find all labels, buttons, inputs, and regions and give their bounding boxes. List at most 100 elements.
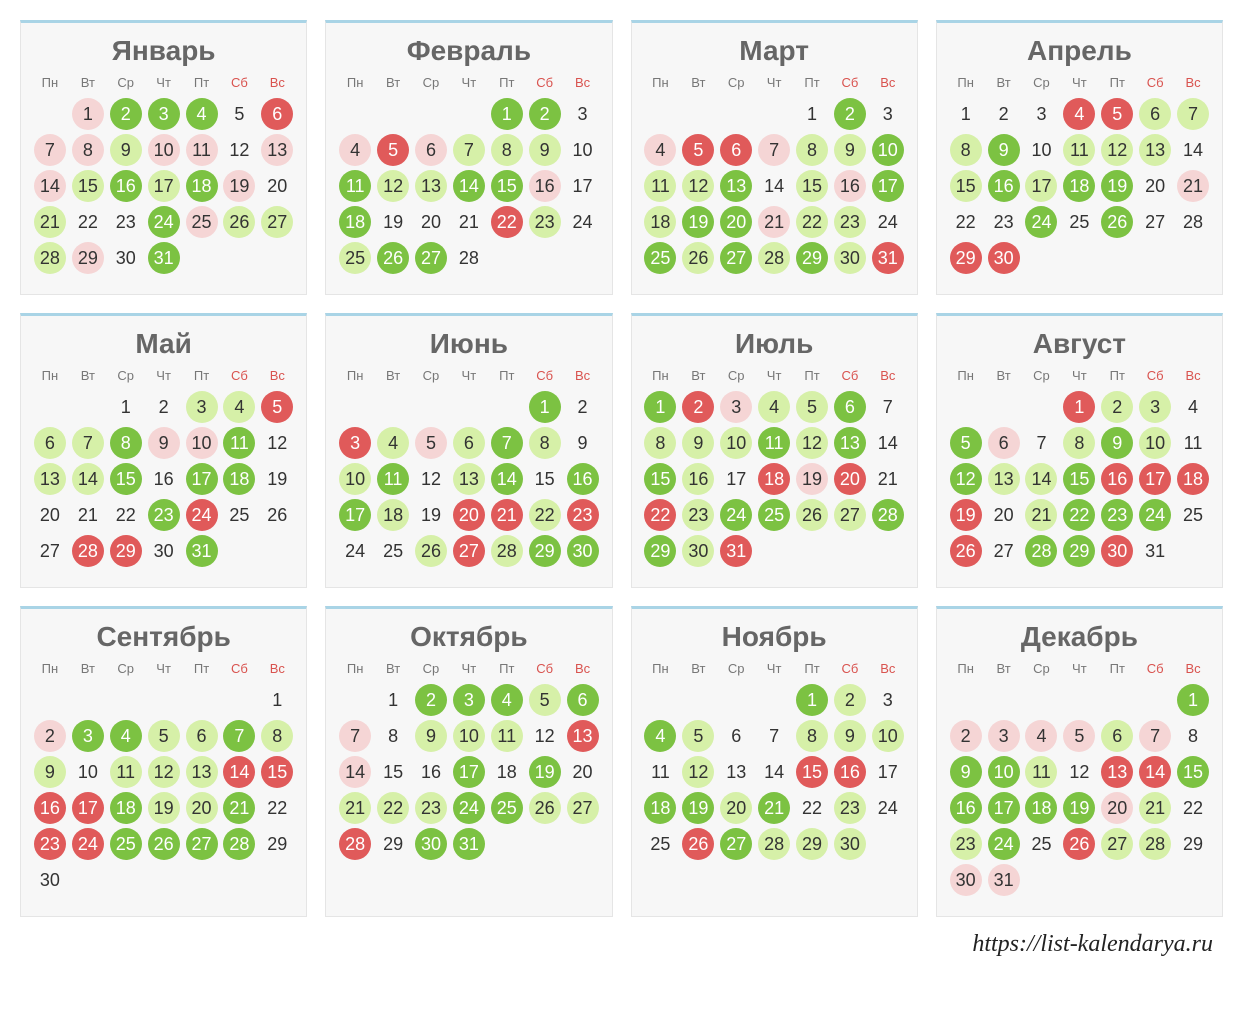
day-circle: 4: [1063, 98, 1095, 130]
day-circle: 7: [34, 134, 66, 166]
day-cell: 14: [869, 425, 907, 461]
day-cell: 15: [947, 168, 985, 204]
day-cell: 23: [831, 204, 869, 240]
day-cell: 3: [145, 96, 183, 132]
day-cell: 9: [679, 425, 717, 461]
day-cell: 2: [31, 718, 69, 754]
day-cell: [1023, 862, 1061, 898]
day-cell: 16: [1098, 461, 1136, 497]
day-cell: 1: [69, 96, 107, 132]
dow-label: Ср: [107, 366, 145, 389]
day-cell: 4: [1060, 96, 1098, 132]
day-circle: 31: [988, 864, 1020, 896]
day-circle: 24: [1025, 206, 1057, 238]
day-circle: 31: [453, 828, 485, 860]
day-cell: 29: [107, 533, 145, 569]
day-circle: 3: [186, 391, 218, 423]
dow-label: Вт: [679, 73, 717, 96]
dow-row: ПнВтСрЧтПтСбВс: [31, 366, 296, 389]
day-circle: 16: [950, 792, 982, 824]
day-cell: 15: [1174, 754, 1212, 790]
day-cell: 15: [642, 461, 680, 497]
week-row: 19202122232425: [947, 497, 1212, 533]
day-cell: 25: [1174, 497, 1212, 533]
day-cell: 18: [1060, 168, 1098, 204]
day-cell: 28: [488, 533, 526, 569]
week-row: 11121314151617: [642, 754, 907, 790]
day-circle: 14: [223, 756, 255, 788]
month-card: ИюньПнВтСрЧтПтСбВс1234567891011121314151…: [325, 313, 612, 588]
day-cell: 27: [183, 826, 221, 862]
day-circle: 3: [988, 720, 1020, 752]
day-circle: 8: [72, 134, 104, 166]
day-cell: 31: [1136, 533, 1174, 569]
dow-label: Пн: [642, 659, 680, 682]
day-cell: 3: [564, 96, 602, 132]
month-card: СентябрьПнВтСрЧтПтСбВс123456789101112131…: [20, 606, 307, 917]
dow-label: Чт: [1060, 73, 1098, 96]
dow-label: Вс: [1174, 659, 1212, 682]
day-cell: 23: [526, 204, 564, 240]
day-cell: 2: [526, 96, 564, 132]
dow-label: Пт: [488, 73, 526, 96]
day-cell: 27: [985, 533, 1023, 569]
day-cell: 31: [985, 862, 1023, 898]
day-cell: 9: [412, 718, 450, 754]
day-cell: 25: [107, 826, 145, 862]
week-row: 123456: [31, 96, 296, 132]
day-circle: 24: [453, 792, 485, 824]
day-circle: 6: [720, 134, 752, 166]
day-cell: 6: [258, 96, 296, 132]
dow-label: Пн: [947, 659, 985, 682]
day-circle: 26: [1063, 828, 1095, 860]
dow-label: Вт: [374, 366, 412, 389]
day-circle: 31: [872, 242, 904, 274]
dow-label: Пн: [642, 73, 680, 96]
day-circle: 5: [529, 684, 561, 716]
day-circle: 6: [1139, 98, 1171, 130]
day-cell: 23: [679, 497, 717, 533]
day-cell: [1136, 240, 1174, 276]
day-circle: 1: [644, 391, 676, 423]
day-cell: 21: [69, 497, 107, 533]
day-circle: 18: [644, 206, 676, 238]
day-circle: 26: [682, 828, 714, 860]
day-circle: 13: [567, 720, 599, 752]
day-circle: 7: [339, 720, 371, 752]
day-cell: 12: [526, 718, 564, 754]
week-row: 18192021222324: [642, 790, 907, 826]
day-circle: 10: [339, 463, 371, 495]
day-cell: 7: [1023, 425, 1061, 461]
week-row: 2345678: [947, 718, 1212, 754]
day-cell: [1023, 240, 1061, 276]
dow-label: Ср: [412, 659, 450, 682]
day-circle: 14: [1025, 463, 1057, 495]
day-cell: [1060, 682, 1098, 718]
dow-label: Вс: [1174, 366, 1212, 389]
day-circle: 29: [796, 242, 828, 274]
day-circle: 19: [950, 499, 982, 531]
day-circle: 24: [186, 499, 218, 531]
day-cell: 23: [947, 826, 985, 862]
month-card: ДекабрьПнВтСрЧтПтСбВс1234567891011121314…: [936, 606, 1223, 917]
day-circle: 23: [34, 828, 66, 860]
day-cell: 7: [869, 389, 907, 425]
day-circle: 13: [1139, 134, 1171, 166]
day-cell: 30: [1098, 533, 1136, 569]
week-row: 45678910: [336, 132, 601, 168]
day-cell: 28: [755, 826, 793, 862]
day-cell: 25: [642, 240, 680, 276]
day-circle: 19: [682, 206, 714, 238]
day-cell: 4: [107, 718, 145, 754]
dow-label: Вс: [258, 73, 296, 96]
dow-label: Сб: [1136, 659, 1174, 682]
day-cell: 11: [755, 425, 793, 461]
day-cell: 12: [374, 168, 412, 204]
day-cell: 19: [1060, 790, 1098, 826]
dow-label: Пт: [1098, 659, 1136, 682]
day-circle: 26: [529, 792, 561, 824]
day-cell: 28: [1023, 533, 1061, 569]
day-cell: 8: [488, 132, 526, 168]
dow-row: ПнВтСрЧтПтСбВс: [336, 659, 601, 682]
day-circle: 10: [453, 720, 485, 752]
